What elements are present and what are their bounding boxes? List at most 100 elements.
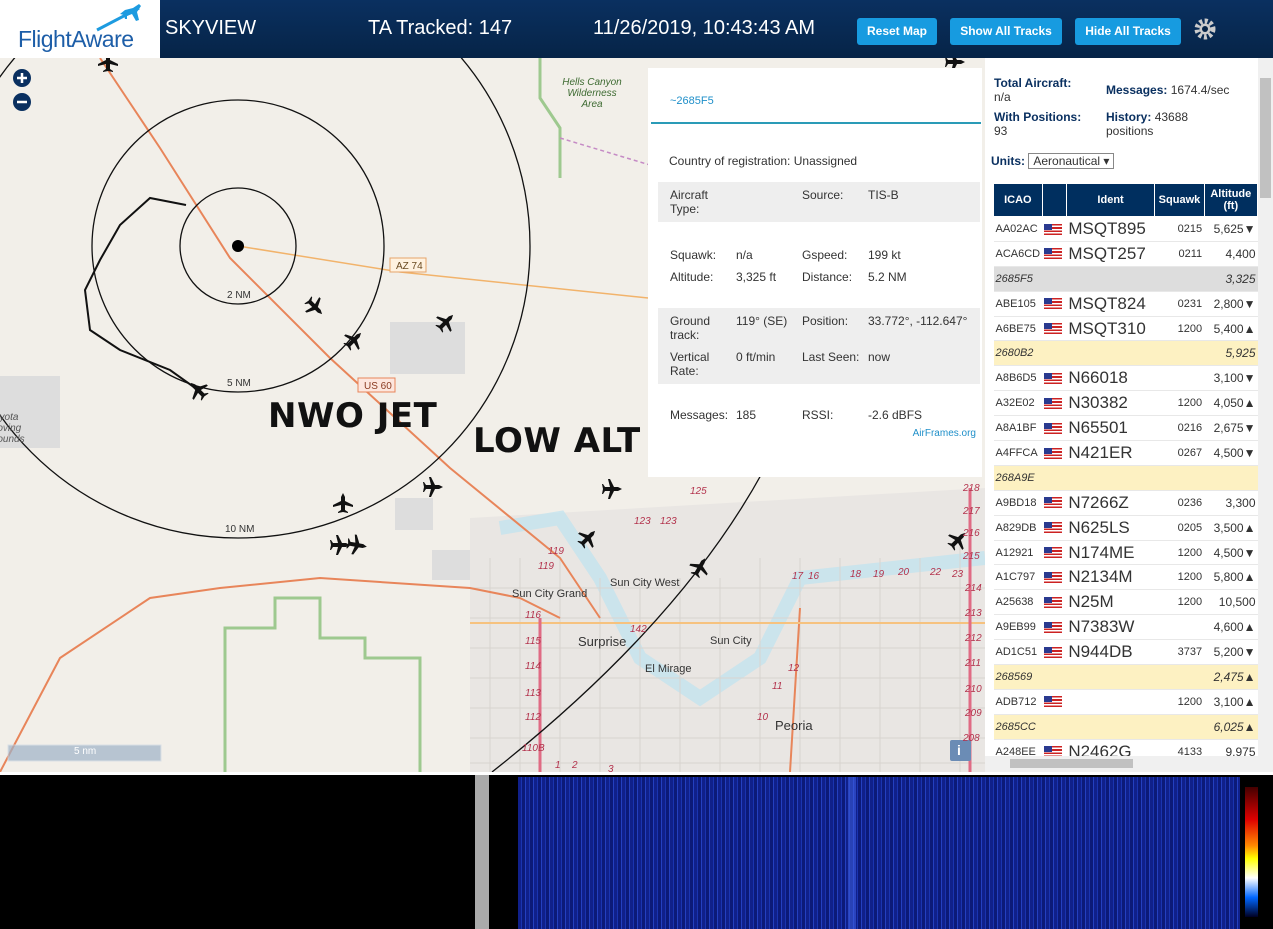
altitude-value: 4,050 (1213, 396, 1244, 411)
aircraft-row[interactable]: A829DB N625LS 0205 3,500▲ (993, 515, 1258, 541)
field-value: TIS-B (868, 188, 899, 202)
aircraft-row[interactable]: AD1C51 N944DB 3737 5,200▼ (993, 639, 1258, 666)
aircraft-row[interactable]: ADB712 1200 3,100▲ (993, 689, 1258, 715)
field-label: Altitude: (670, 270, 714, 284)
altitude-cell: 5,625▼ (1204, 216, 1258, 242)
altitude-value: 10,500 (1218, 595, 1256, 610)
aircraft-row[interactable]: AA02AC MSQT895 0215 5,625▼ (993, 216, 1258, 242)
stat-label: Messages: (1106, 83, 1168, 97)
trend-arrow: ▼ (1243, 645, 1256, 660)
trend-arrow: ▲ (1243, 620, 1256, 635)
flag-icon (1044, 447, 1063, 459)
column-header[interactable]: ICAO (993, 183, 1043, 217)
altitude-value: 4,500 (1213, 545, 1244, 560)
altitude-cell: 3,100▼ (1204, 365, 1258, 392)
tracked-count: TA Tracked: 147 (368, 17, 513, 39)
place-label: Hells Canyon Wilderness Area (562, 77, 622, 110)
total-aircraft: Total Aircraft: n/a (994, 76, 1099, 104)
field-label: Squawk: (670, 248, 717, 262)
aircraft-row[interactable]: 268A9E (993, 465, 1258, 491)
aircraft-row[interactable]: A8B6D5 N66018 3,100▼ (993, 365, 1258, 392)
route-number: 16 (808, 571, 820, 582)
altitude-cell: 4,400 (1204, 241, 1258, 267)
aircraft-row[interactable]: ACA6CD MSQT257 0211 4,400 (993, 241, 1258, 267)
icao-cell: A32E02 (993, 390, 1043, 417)
aircraft-row[interactable]: A9BD18 N7266Z 0236 3,300 (993, 490, 1258, 516)
route-number: 125 (690, 486, 707, 497)
column-header[interactable]: Altitude (ft) (1203, 183, 1258, 217)
altitude-cell: 3,325 (1204, 266, 1258, 292)
aircraft-row[interactable]: A4FFCA N421ER 0267 4,500▼ (993, 440, 1258, 466)
squawk-cell: 0211 (1154, 241, 1205, 267)
altitude-value: 9,975 (1225, 744, 1256, 759)
field-group: Aircraft Type: Source: TIS-B (658, 182, 980, 222)
history: History: 43688 positions (1106, 110, 1216, 138)
column-header[interactable]: Ident (1065, 183, 1156, 217)
settings-gear[interactable] (1193, 17, 1217, 41)
flag-cell (1042, 340, 1067, 367)
aircraft-row[interactable]: A8A1BF N65501 0216 2,675▼ (993, 415, 1258, 442)
flag-icon (1044, 596, 1063, 608)
ident-cell: N174ME (1066, 540, 1155, 566)
show-tracks-button[interactable]: Show All Tracks (950, 18, 1062, 45)
squawk-cell (1154, 465, 1205, 491)
datetime: 11/26/2019, 10:43:43 AM (593, 17, 816, 39)
aircraft-row[interactable]: A1C797 N2134M 1200 5,800▲ (993, 564, 1258, 591)
flag-cell (1042, 241, 1067, 267)
aircraft-row[interactable]: 268569 2,475▲ (993, 664, 1258, 690)
route-number: 123 (634, 516, 651, 527)
road-label: US 60 (364, 381, 392, 392)
flag-icon (1044, 547, 1063, 559)
route-number: 1 (555, 760, 561, 771)
aircraft-row[interactable]: 2680B2 5,925 (993, 340, 1258, 367)
reset-map-button[interactable]: Reset Map (857, 18, 937, 45)
altitude-value: 3,100 (1213, 371, 1244, 386)
altitude-cell: 3,100▲ (1204, 689, 1258, 715)
airframes-link[interactable]: AirFrames.org (912, 428, 976, 439)
flag-cell (1042, 266, 1067, 292)
route-number: 11 (772, 681, 783, 692)
horizontal-scrollbar[interactable] (985, 756, 1258, 772)
squawk-cell (1154, 340, 1205, 367)
units-select[interactable]: Aeronautical ▾ (1028, 153, 1115, 169)
aircraft-row[interactable]: A12921 N174ME 1200 4,500▼ (993, 540, 1258, 566)
flag-icon (1044, 572, 1063, 583)
flag-cell (1042, 564, 1067, 591)
route-number: 113 (525, 688, 541, 699)
route-number: 119 (538, 561, 554, 572)
ident-cell: N25M (1066, 589, 1155, 616)
trend-arrow: ▼ (1243, 421, 1256, 436)
field-value: 5.2 NM (868, 270, 907, 284)
ident-cell: MSQT257 (1066, 241, 1155, 267)
flag-cell (1042, 365, 1067, 392)
route-number: 216 (963, 528, 980, 539)
aircraft-row[interactable]: A9EB99 N7383W 4,600▲ (993, 614, 1258, 641)
vertical-scrollbar[interactable] (1258, 58, 1273, 772)
flag-cell (1042, 440, 1067, 466)
splitter[interactable] (475, 775, 489, 929)
aircraft-row[interactable]: A32E02 N30382 1200 4,050▲ (993, 390, 1258, 417)
aircraft-row[interactable]: ABE105 MSQT824 0231 2,800▼ (993, 291, 1258, 317)
squawk-cell: 0231 (1154, 291, 1205, 317)
route-number: 17 (792, 571, 804, 582)
field-value: 119° (SE) (736, 314, 788, 328)
units-label: Units: (991, 154, 1025, 168)
icao-cell: A8A1BF (993, 415, 1043, 442)
flag-cell (1042, 316, 1067, 342)
field-row: Aircraft Type: Source: TIS-B (660, 184, 978, 220)
aircraft-row[interactable]: 2685F5 3,325 (993, 266, 1258, 292)
place-label: Peoria (775, 718, 813, 733)
field-label: Country of registration: (669, 154, 791, 168)
aircraft-row[interactable]: A25638 N25M 1200 10,500 (993, 589, 1258, 616)
aircraft-row[interactable]: A6BE75 MSQT310 1200 5,400▲ (993, 316, 1258, 342)
ident-cell: N625LS (1066, 515, 1155, 541)
field-value: 199 kt (868, 248, 901, 262)
aircraft-popup: ~2685F5 Country of registration: Unassig… (648, 68, 982, 477)
aircraft-row[interactable]: 2685CC 6,025▲ (993, 714, 1258, 740)
zoom-controls[interactable] (13, 69, 31, 111)
column-header[interactable]: Squawk (1154, 183, 1205, 217)
info-button[interactable]: i (957, 742, 961, 758)
hide-tracks-button[interactable]: Hide All Tracks (1075, 18, 1181, 45)
route-number: 116 (525, 610, 541, 621)
